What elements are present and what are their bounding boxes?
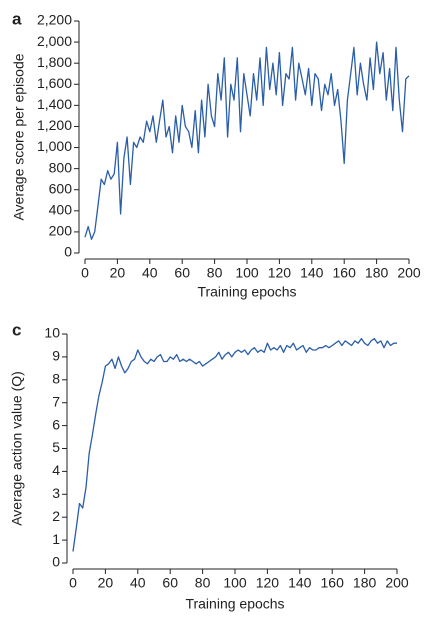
y-tick-label: 400	[49, 202, 73, 218]
y-tick-label: 800	[49, 159, 73, 175]
y-tick-label: 8	[52, 371, 60, 387]
x-tick-label: 200	[397, 265, 421, 281]
x-tick-label: 120	[268, 265, 292, 281]
x-tick-label: 0	[69, 575, 77, 591]
y-tick-label: 1,000	[37, 138, 72, 154]
y-tick-label: 600	[49, 180, 73, 196]
x-axis-label: Training epochs	[185, 596, 284, 612]
y-tick-label: 4	[52, 462, 60, 478]
y-tick-label: 7	[52, 393, 60, 409]
y-tick-label: 1,400	[37, 96, 72, 112]
y-tick-label: 1,200	[37, 117, 72, 133]
y-tick-label: 1,600	[37, 75, 72, 91]
x-tick-label: 200	[385, 575, 409, 591]
y-axis-label: Average action value (Q)	[9, 371, 25, 526]
y-tick-label: 6	[52, 416, 60, 432]
x-tick-label: 40	[142, 265, 158, 281]
x-tick-label: 80	[195, 575, 211, 591]
y-tick-label: 0	[52, 554, 60, 570]
y-tick-label: 2,200	[37, 12, 72, 28]
panel-label: c	[12, 320, 21, 339]
x-tick-label: 120	[256, 575, 280, 591]
y-axis-label: Average score per episode	[11, 53, 27, 220]
y-tick-label: 1,800	[37, 54, 72, 70]
x-tick-label: 0	[81, 265, 89, 281]
y-tick-label: 200	[49, 223, 73, 239]
x-tick-label: 20	[110, 265, 126, 281]
y-tick-label: 1	[52, 531, 60, 547]
x-tick-label: 180	[365, 265, 389, 281]
x-tick-label: 140	[288, 575, 312, 591]
y-tick-label: 0	[64, 244, 72, 260]
y-tick-label: 2,000	[37, 33, 72, 49]
y-tick-label: 2	[52, 508, 60, 524]
x-tick-label: 160	[333, 265, 357, 281]
x-tick-label: 80	[207, 265, 223, 281]
data-line	[84, 41, 410, 240]
y-tick-label: 3	[52, 485, 60, 501]
x-tick-label: 60	[174, 265, 190, 281]
x-tick-label: 180	[353, 575, 377, 591]
y-tick-label: 9	[52, 348, 60, 364]
x-tick-label: 40	[130, 575, 146, 591]
x-axis-label: Training epochs	[197, 284, 296, 300]
y-tick-label: 10	[44, 325, 60, 341]
data-line	[72, 337, 397, 552]
x-tick-label: 140	[300, 265, 324, 281]
x-tick-label: 100	[235, 265, 259, 281]
x-tick-label: 60	[162, 575, 178, 591]
x-tick-label: 160	[321, 575, 345, 591]
x-tick-label: 100	[223, 575, 247, 591]
panel-label: a	[12, 9, 22, 28]
x-tick-label: 20	[98, 575, 114, 591]
y-tick-label: 5	[52, 439, 60, 455]
